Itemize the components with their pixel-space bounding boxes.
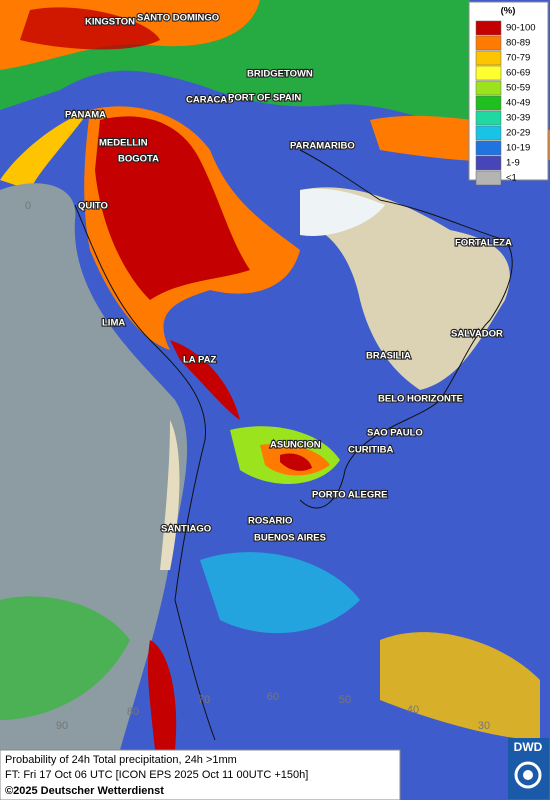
legend-label: 10-19 — [506, 143, 530, 154]
city-label: SAO PAULO — [367, 428, 423, 439]
grid-label: 0 — [25, 200, 31, 212]
city-label: BELO HORIZONTE — [378, 394, 463, 405]
legend-swatch — [475, 80, 502, 96]
legend-label: <1 — [506, 173, 517, 184]
city-label: MEDELLIN — [99, 138, 148, 149]
legend-label: 30-39 — [506, 113, 530, 124]
legend-title: (%) — [501, 6, 516, 17]
footer: Probability of 24h Total precipitation, … — [0, 749, 401, 800]
legend-swatch — [475, 95, 502, 111]
logo-swirl — [514, 761, 542, 789]
legend-swatch — [475, 65, 502, 81]
city-label: LIMA — [102, 318, 125, 329]
legend-label: 60-69 — [506, 68, 530, 79]
logo: DWD — [508, 738, 549, 799]
legend-label: 90-100 — [506, 23, 536, 34]
city-label: FORTALEZA — [455, 238, 512, 249]
legend-label: 80-89 — [506, 38, 530, 49]
city-label: BUENOS AIRES — [254, 533, 326, 544]
grid-labels: 0 90 80 70 60 50 40 30 — [25, 200, 490, 732]
city-label: CARACAS — [186, 95, 234, 106]
legend-swatch — [475, 140, 502, 156]
city-label: LA PAZ — [183, 355, 216, 366]
logo-swirl — [523, 770, 533, 780]
legend-swatch — [475, 35, 502, 51]
legend-label: 1-9 — [506, 158, 520, 169]
city-label: PORTO ALEGRE — [312, 490, 387, 501]
city-label: ROSARIO — [248, 516, 292, 527]
footer-line: ©2025 Deutscher Wetterdienst — [5, 785, 164, 797]
legend-label: 70-79 — [506, 53, 530, 64]
legend-swatch — [475, 170, 502, 186]
city-label: QUITO — [78, 201, 108, 212]
legend-label: 20-29 — [506, 128, 530, 139]
grid-label: 80 — [127, 706, 139, 718]
city-label: BOGOTA — [118, 154, 159, 165]
grid-label: 60 — [267, 691, 279, 703]
legend-swatch — [475, 110, 502, 126]
grid-label: 90 — [56, 720, 68, 732]
city-label: PARAMARIBO — [290, 141, 355, 152]
logo-box — [508, 738, 549, 799]
city-label: SALVADOR — [451, 329, 503, 340]
city-labels: KINGSTON SANTO DOMINGO BRIDGETOWN PANAMA CAR… — [64, 11, 513, 544]
legend-swatch — [475, 125, 502, 141]
city-label: BRIDGETOWN — [247, 69, 313, 80]
city-label: SANTIAGO — [161, 524, 211, 535]
legend-swatch — [475, 20, 502, 36]
city-label: KINGSTON — [85, 17, 135, 28]
grid-label: 50 — [339, 694, 351, 706]
legend-label: 40-49 — [506, 98, 530, 109]
legend: (%) 90-100 80-89 70-79 60-69 50-59 40-49 30-39… — [468, 1, 549, 186]
grid-label: 30 — [478, 720, 490, 732]
city-label: CURITIBA — [348, 445, 394, 456]
city-label: PANAMA — [65, 110, 106, 121]
city-label: BRASILIA — [366, 351, 411, 362]
grid-label: 70 — [198, 694, 210, 706]
city-label: SANTO DOMINGO — [137, 13, 219, 24]
footer-line: FT: Fri 17 Oct 06 UTC [ICON EPS 2025 Oct… — [5, 769, 308, 781]
legend-swatch — [475, 50, 502, 66]
city-label: PORT OF SPAIN — [228, 93, 301, 104]
legend-label: 50-59 — [506, 83, 530, 94]
city-label: ASUNCION — [270, 440, 321, 451]
grid-label: 40 — [407, 704, 419, 716]
footer-line: Probability of 24h Total precipitation, … — [5, 754, 237, 766]
footer-box — [0, 749, 401, 800]
logo-text: DWD — [514, 740, 543, 754]
legend-swatch — [475, 155, 502, 171]
